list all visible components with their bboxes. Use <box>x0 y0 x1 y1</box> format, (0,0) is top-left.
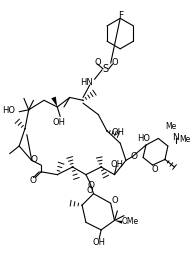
Text: O: O <box>151 165 158 174</box>
Text: N: N <box>172 133 179 141</box>
Text: OH: OH <box>112 128 125 137</box>
Text: O: O <box>130 151 137 161</box>
Text: Me: Me <box>179 134 191 143</box>
Text: OH: OH <box>53 117 66 126</box>
Text: O: O <box>31 154 38 163</box>
Text: O: O <box>87 180 94 189</box>
Polygon shape <box>51 97 57 107</box>
Text: Me: Me <box>165 121 176 130</box>
Polygon shape <box>114 220 122 224</box>
Text: OH: OH <box>111 159 124 168</box>
Text: O: O <box>86 186 93 195</box>
Text: S: S <box>103 64 109 74</box>
Text: OH: OH <box>93 237 106 246</box>
Text: HO: HO <box>2 106 15 115</box>
Text: HN: HN <box>81 77 93 86</box>
Text: HO: HO <box>137 133 150 142</box>
Text: F: F <box>118 11 123 20</box>
Text: OMe: OMe <box>122 216 139 225</box>
Text: O: O <box>111 57 118 67</box>
Text: O: O <box>94 57 101 67</box>
Text: O: O <box>111 195 118 204</box>
Text: O: O <box>30 175 37 184</box>
